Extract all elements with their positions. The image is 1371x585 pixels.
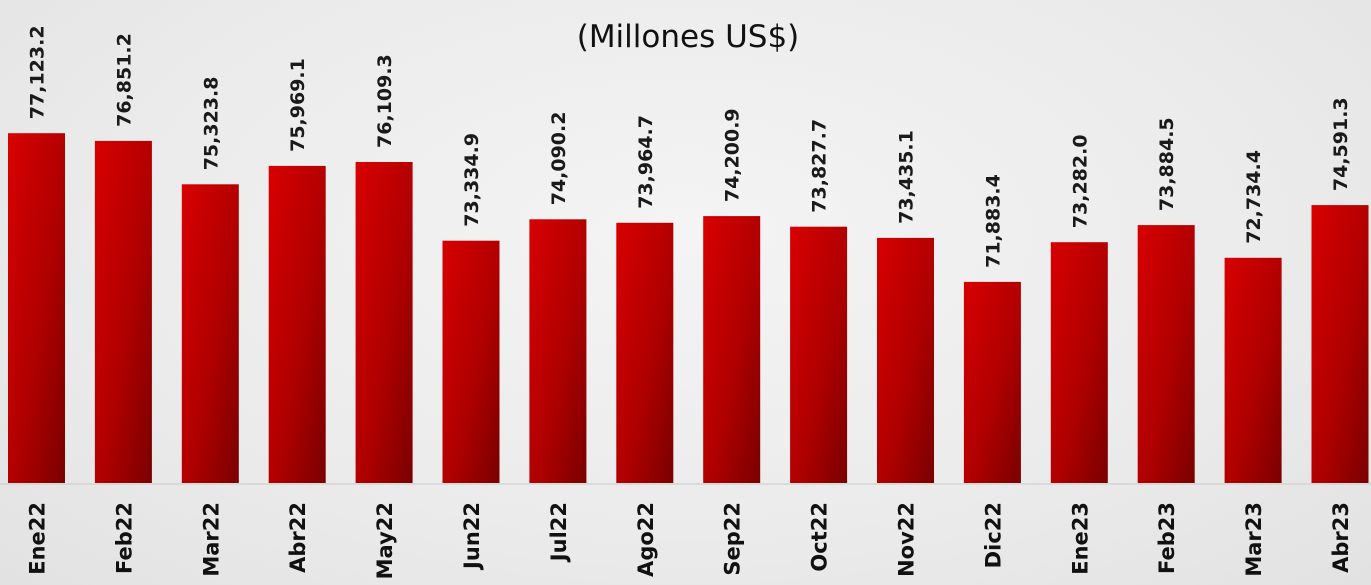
bar-nov22 — [877, 237, 934, 483]
value-label: 74,200.9 — [722, 108, 744, 202]
value-label: 72,734.4 — [1243, 150, 1265, 244]
value-label: 74,591.3 — [1330, 97, 1352, 191]
value-labels-group: 77,123.2 76,851.2 75,323.8 75,969.1 76,109.3… — [27, 25, 1353, 267]
value-label: 73,964.7 — [635, 115, 657, 209]
bar-jul22 — [529, 219, 587, 484]
value-label: 75,969.1 — [287, 58, 309, 152]
category-label: Oct22 — [808, 502, 832, 572]
bar-abr22 — [268, 165, 326, 483]
bar-jun22 — [442, 240, 500, 483]
category-label: Mar22 — [199, 502, 223, 577]
bar-feb22 — [94, 140, 152, 483]
value-label: 77,123.2 — [27, 25, 49, 119]
bar-may22 — [355, 162, 413, 483]
category-label: Ene23 — [1068, 502, 1092, 575]
category-label: Abr22 — [286, 502, 310, 573]
bar-mar22 — [181, 184, 239, 484]
category-label: Ago22 — [634, 502, 658, 577]
value-label: 73,282.0 — [1069, 134, 1091, 228]
category-label: Jun22 — [460, 502, 484, 571]
value-label: 71,883.4 — [982, 174, 1004, 268]
bar-oct22 — [790, 226, 848, 483]
category-label: Sep22 — [721, 502, 745, 576]
bar-dic22 — [963, 281, 1021, 483]
value-label: 73,827.7 — [809, 119, 831, 213]
bar-ene23 — [1050, 242, 1108, 483]
bar-ago22 — [616, 222, 674, 484]
category-label: Feb22 — [112, 502, 136, 574]
value-label: 74,090.2 — [548, 112, 570, 206]
category-label: Ene22 — [26, 502, 50, 575]
bar-feb23 — [1137, 225, 1195, 483]
value-label: 73,884.5 — [1156, 117, 1178, 211]
value-label: 73,334.9 — [461, 133, 483, 227]
value-label: 75,323.8 — [200, 77, 222, 171]
bar-ene22 — [8, 133, 65, 483]
category-label: May22 — [373, 502, 397, 579]
category-labels-group: Ene22 Feb22 Mar22 Abr22 May22 Jun22 Jul22 Ago22… — [26, 502, 1354, 579]
bar-mar23 — [1224, 257, 1282, 483]
value-label: 73,435.1 — [896, 130, 918, 224]
bars-group — [8, 133, 1369, 484]
bar-abr23 — [1311, 205, 1369, 483]
category-label: Abr23 — [1329, 502, 1353, 573]
category-label: Dic22 — [981, 502, 1005, 568]
category-label: Nov22 — [895, 502, 919, 577]
category-label: Feb23 — [1155, 502, 1179, 574]
category-label: Mar23 — [1242, 502, 1266, 577]
chart-title: (Millones US$) — [577, 19, 800, 55]
category-label: Jul22 — [547, 502, 571, 563]
bar-sep22 — [703, 216, 761, 483]
value-label: 76,851.2 — [113, 33, 135, 127]
value-label: 76,109.3 — [374, 54, 396, 148]
